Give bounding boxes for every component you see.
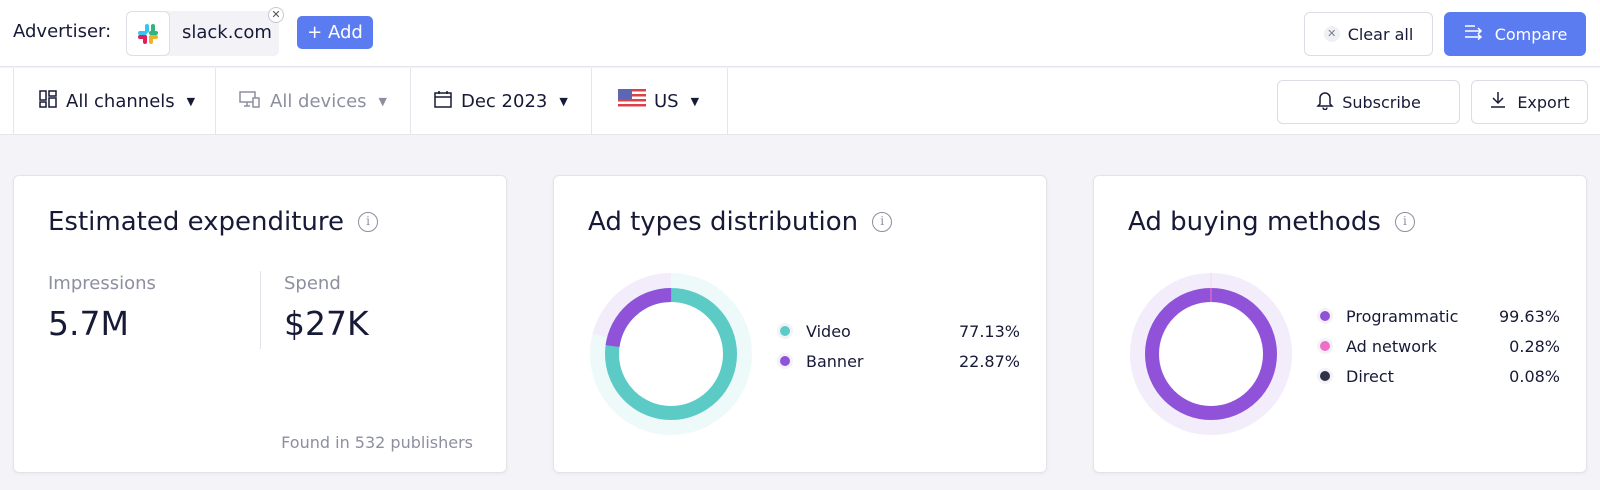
buying-methods-title: Ad buying methods [1128,207,1381,237]
legend-value: 77.13% [958,321,1020,341]
export-label: Export [1517,92,1570,112]
close-icon: ✕ [1323,26,1340,42]
found-in-publishers: Found in 532 publishers [281,433,473,452]
date-dropdown[interactable]: Dec 2023 ▼ [411,68,592,135]
legend-label: Ad network [1346,336,1437,356]
country-dropdown[interactable]: US ▼ [592,68,728,135]
programmatic-dot-icon [1320,311,1330,321]
subscribe-button[interactable]: Subscribe [1277,80,1460,124]
legend-label: Banner [806,351,864,371]
buying-methods-legend: Programmatic 99.63% Ad network 0.28% Dir… [1320,301,1560,391]
advertiser-label: Advertiser: [13,21,112,42]
subscribe-label: Subscribe [1342,92,1421,112]
slack-logo-icon [126,11,170,56]
legend-value: 99.63% [1498,306,1560,326]
compare-arrows-icon [1463,23,1485,45]
advertiser-name: slack.com [182,22,272,43]
buying-methods-donut-chart [1130,273,1292,435]
legend-label: Direct [1346,366,1394,386]
compare-button[interactable]: Compare [1444,12,1586,56]
video-dot-icon [780,326,790,336]
ad-buying-methods-card: Ad buying methods i Programmatic 99.63% … [1093,175,1587,473]
advertiser-bar: Advertiser: slack.com ✕ + Add ✕ Clear al… [0,0,1600,67]
card-title: Ad types distribution i [588,207,893,237]
add-advertiser-button[interactable]: + Add [297,16,373,49]
ad-types-legend: Video 77.13% Banner 22.87% [780,316,1020,376]
card-title: Estimated expenditure i [48,207,379,237]
legend-item-direct: Direct 0.08% [1320,361,1560,391]
legend-label: Programmatic [1346,306,1459,326]
chevron-down-icon: ▼ [690,95,700,108]
banner-dot-icon [780,356,790,366]
legend-label: Video [806,321,851,341]
country-label: US [654,91,679,112]
clear-all-button[interactable]: ✕ Clear all [1304,12,1433,56]
date-label: Dec 2023 [461,91,548,112]
spend-value: $27K [284,304,369,343]
devices-label: All devices [270,91,367,112]
ad-types-donut-chart [590,273,752,435]
info-icon[interactable]: i [358,212,379,232]
calendar-icon [433,89,453,114]
chevron-down-icon: ▼ [559,95,568,108]
compare-label: Compare [1494,24,1568,44]
filter-bar: All channels ▼ All devices ▼ Dec 2023 ▼ [0,68,1600,135]
download-icon [1489,90,1507,114]
advertiser-chip[interactable]: slack.com ✕ [126,7,284,56]
card-title: Ad buying methods i [1128,207,1415,237]
ad-types-title: Ad types distribution [588,207,859,237]
impressions-label: Impressions [48,273,156,294]
devices-dropdown[interactable]: All devices ▼ [216,68,411,135]
spend-label: Spend [284,273,341,294]
legend-item-ad-network: Ad network 0.28% [1320,331,1560,361]
legend-item-programmatic: Programmatic 99.63% [1320,301,1560,331]
legend-value: 0.28% [1509,336,1560,356]
estimated-expenditure-card: Estimated expenditure i Impressions 5.7M… [13,175,507,473]
legend-value: 22.87% [958,351,1020,371]
close-icon[interactable]: ✕ [268,7,284,23]
channels-dropdown[interactable]: All channels ▼ [13,68,216,135]
clear-all-label: Clear all [1347,24,1414,44]
divider [260,271,261,349]
legend-item-video: Video 77.13% [780,316,1020,346]
legend-value: 0.08% [1509,366,1560,386]
devices-icon [238,89,262,114]
ad-types-card: Ad types distribution i Video 77.13% Ban… [553,175,1047,473]
ad-network-dot-icon [1320,341,1330,351]
direct-dot-icon [1320,371,1330,381]
expenditure-title: Estimated expenditure [48,207,345,237]
channels-label: All channels [66,91,175,112]
chevron-down-icon: ▼ [186,95,196,108]
legend-item-banner: Banner 22.87% [780,346,1020,376]
export-button[interactable]: Export [1471,80,1588,124]
impressions-value: 5.7M [48,304,129,343]
us-flag-icon [618,89,646,114]
info-icon[interactable]: i [872,212,893,232]
channels-grid-icon [38,89,58,114]
chevron-down-icon: ▼ [378,95,388,108]
info-icon[interactable]: i [1394,212,1415,232]
bell-icon [1316,90,1334,114]
